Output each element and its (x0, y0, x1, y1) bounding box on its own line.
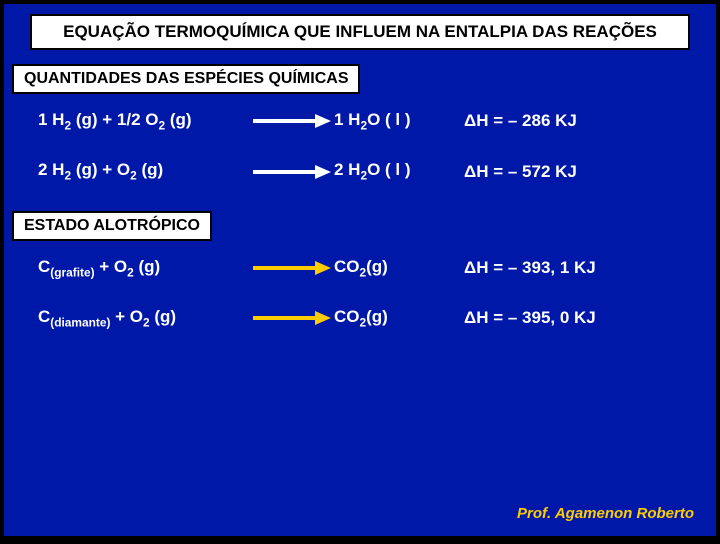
reactants: 1 H2 (g) + 1/2 O2 (g) (38, 110, 248, 132)
equation-row: C(diamante) + O2 (g) CO2(g) ΔH = – 395, … (4, 307, 716, 329)
delta-h: ΔH = – 572 KJ (454, 162, 708, 182)
delta-h: ΔH = – 286 KJ (454, 111, 708, 131)
arrow-icon (248, 310, 334, 326)
section1-label-box: QUANTIDADES DAS ESPÉCIES QUÍMICAS (12, 64, 360, 94)
products: 1 H2O ( l ) (334, 110, 454, 132)
arrow-icon (248, 113, 334, 129)
equation-row: 2 H2 (g) + O2 (g) 2 H2O ( l ) ΔH = – 572… (4, 160, 716, 182)
section2-label-box: ESTADO ALOTRÓPICO (12, 211, 212, 241)
reactants: C(grafite) + O2 (g) (38, 257, 248, 279)
main-title-box: EQUAÇÃO TERMOQUÍMICA QUE INFLUEM NA ENTA… (30, 14, 690, 50)
delta-h: ΔH = – 395, 0 KJ (454, 308, 708, 328)
reactants: C(diamante) + O2 (g) (38, 307, 248, 329)
footer-credit: Prof. Agamenon Roberto (517, 505, 694, 522)
delta-h: ΔH = – 393, 1 KJ (454, 258, 708, 278)
section1-label: QUANTIDADES DAS ESPÉCIES QUÍMICAS (24, 70, 348, 87)
products: 2 H2O ( l ) (334, 160, 454, 182)
equation-row: 1 H2 (g) + 1/2 O2 (g) 1 H2O ( l ) ΔH = –… (4, 110, 716, 132)
main-title: EQUAÇÃO TERMOQUÍMICA QUE INFLUEM NA ENTA… (63, 22, 657, 41)
section2-label: ESTADO ALOTRÓPICO (24, 217, 200, 234)
products: CO2(g) (334, 257, 454, 279)
slide: EQUAÇÃO TERMOQUÍMICA QUE INFLUEM NA ENTA… (4, 4, 716, 536)
arrow-icon (248, 260, 334, 276)
products: CO2(g) (334, 307, 454, 329)
equation-row: C(grafite) + O2 (g) CO2(g) ΔH = – 393, 1… (4, 257, 716, 279)
reactants: 2 H2 (g) + O2 (g) (38, 160, 248, 182)
arrow-icon (248, 164, 334, 180)
